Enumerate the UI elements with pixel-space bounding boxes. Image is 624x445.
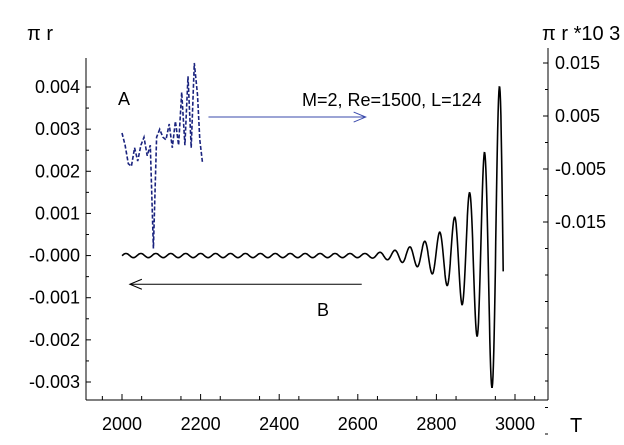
x-tick-label: 2800 [416, 414, 456, 434]
left-tick-label: 0.004 [35, 77, 80, 97]
left-tick-label: -0.003 [29, 372, 80, 392]
x-tick-label: 2600 [338, 414, 378, 434]
annotations-layer: π r π r *10 3 T M=2, Re=1500, L=124 A B [27, 23, 620, 437]
arrow-right-head [353, 111, 367, 123]
left-tick-label: -0.002 [29, 330, 80, 350]
right-tick-label: 0.005 [555, 106, 600, 126]
params-annotation: M=2, Re=1500, L=124 [302, 90, 482, 110]
label-a: A [118, 89, 130, 109]
left-axis-title: π r [27, 23, 53, 45]
x-axis-title: T [570, 415, 582, 437]
left-axis-ticks: 0.004 0.003 0.002 0.001 -0.000 -0.001 -0.002 -0… [29, 77, 91, 392]
axes-layer [85, 48, 549, 401]
right-tick-label: -0.015 [555, 212, 606, 232]
x-axis-ticks: 2000 2200 2400 2600 2800 3000 [101, 394, 536, 434]
left-tick-label: -0.000 [29, 246, 80, 266]
right-axis-title: π r *10 3 [542, 23, 620, 45]
x-tick-label: 2400 [259, 414, 299, 434]
arrow-right [208, 111, 367, 123]
left-tick-label: -0.001 [29, 288, 80, 308]
x-tick-label: 2200 [181, 414, 221, 434]
series-line-right [121, 62, 204, 249]
series-layer [121, 62, 504, 389]
left-tick-label: 0.001 [35, 203, 80, 223]
left-tick-label: 0.003 [35, 119, 80, 139]
x-tick-label: 3000 [495, 414, 535, 434]
right-axis-ticks: 0.015 0.005 -0.005 -0.015 [543, 53, 606, 435]
right-tick-label: 0.015 [555, 53, 600, 73]
label-b: B [317, 300, 329, 320]
arrow-left-head [128, 278, 143, 290]
x-tick-label: 2000 [102, 414, 142, 434]
arrow-left [128, 278, 362, 290]
left-tick-label: 0.002 [35, 161, 80, 181]
series-line-left [121, 85, 504, 389]
right-tick-label: -0.005 [555, 159, 606, 179]
